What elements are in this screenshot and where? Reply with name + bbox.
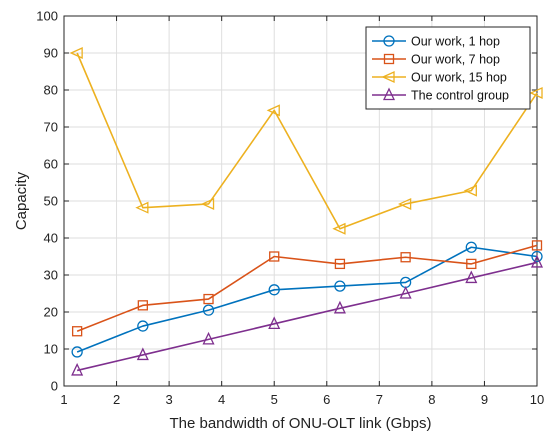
y-tick-label: 0 [51, 379, 58, 394]
x-tick-label: 9 [481, 392, 488, 407]
data-point [400, 252, 411, 263]
x-tick-label: 8 [428, 392, 435, 407]
series-4 [71, 254, 544, 376]
data-point [268, 316, 281, 329]
data-point [202, 304, 215, 316]
series-1 [71, 241, 543, 358]
legend-marker [382, 87, 396, 101]
legend-marker [383, 53, 395, 65]
legend-label: Our work, 15 hop [411, 71, 507, 85]
data-point [266, 104, 280, 117]
legend-item: Our work, 1 hop [372, 35, 500, 49]
data-point [69, 46, 83, 60]
x-tick-label: 6 [323, 392, 330, 407]
x-tick-label: 3 [165, 392, 172, 407]
data-point [136, 347, 149, 361]
y-tick-label: 40 [44, 231, 58, 246]
series-line [76, 246, 538, 353]
x-tick-label: 4 [218, 392, 225, 407]
data-point [203, 293, 214, 305]
data-point [465, 270, 478, 284]
data-point [200, 197, 215, 210]
data-point [332, 222, 346, 235]
legend-item: Our work, 7 hop [372, 53, 500, 67]
data-point [466, 258, 477, 270]
series-2 [71, 240, 543, 337]
x-tick-label: 7 [376, 392, 383, 407]
legend-label: Our work, 7 hop [411, 53, 500, 67]
x-tick-label: 1 [60, 392, 67, 407]
legend-item: The control group [372, 87, 509, 103]
data-point [71, 346, 83, 358]
data-point [399, 285, 412, 299]
data-point [135, 201, 149, 214]
y-tick-label: 90 [44, 46, 58, 61]
series-line [76, 244, 538, 332]
legend-item: Our work, 15 hop [372, 71, 507, 85]
data-point [334, 258, 346, 270]
series-3 [69, 46, 543, 235]
legend-label: Our work, 1 hop [411, 35, 500, 49]
data-point [531, 250, 543, 263]
y-tick-label: 20 [44, 305, 58, 320]
data-point [334, 280, 346, 292]
data-point [531, 240, 543, 251]
data-point [530, 254, 544, 268]
series-group [69, 46, 544, 376]
x-tick-label: 10 [530, 392, 544, 407]
y-tick-label: 100 [36, 9, 58, 24]
data-point [398, 197, 412, 210]
x-axis-label: The bandwidth of ONU-OLT link (Gbps) [169, 415, 431, 432]
data-point [137, 300, 148, 311]
legend: Our work, 1 hop Our work, 7 hop Our work, … [365, 26, 531, 110]
y-axis-label: Capacity [13, 171, 30, 230]
data-point [269, 251, 280, 262]
legend-marker [383, 35, 395, 47]
y-tick-label: 50 [44, 194, 58, 209]
data-point [333, 300, 346, 314]
data-point [463, 184, 477, 197]
data-point [529, 86, 543, 99]
data-point [71, 326, 83, 337]
data-point [137, 320, 149, 332]
x-tick-label: 2 [113, 392, 120, 407]
legend-marker [381, 70, 395, 84]
series-line [76, 52, 538, 230]
data-point [268, 284, 280, 296]
data-point [202, 331, 215, 345]
series-line [76, 261, 538, 372]
y-tick-label: 70 [44, 120, 58, 135]
y-tick-label: 80 [44, 83, 58, 98]
y-tick-label: 10 [44, 342, 58, 357]
y-tick-label: 30 [44, 268, 58, 283]
legend-label: The control group [411, 89, 509, 103]
x-tick-label: 5 [271, 392, 278, 407]
data-point [465, 241, 477, 253]
y-tick-label: 60 [44, 157, 58, 172]
data-point [71, 362, 84, 376]
